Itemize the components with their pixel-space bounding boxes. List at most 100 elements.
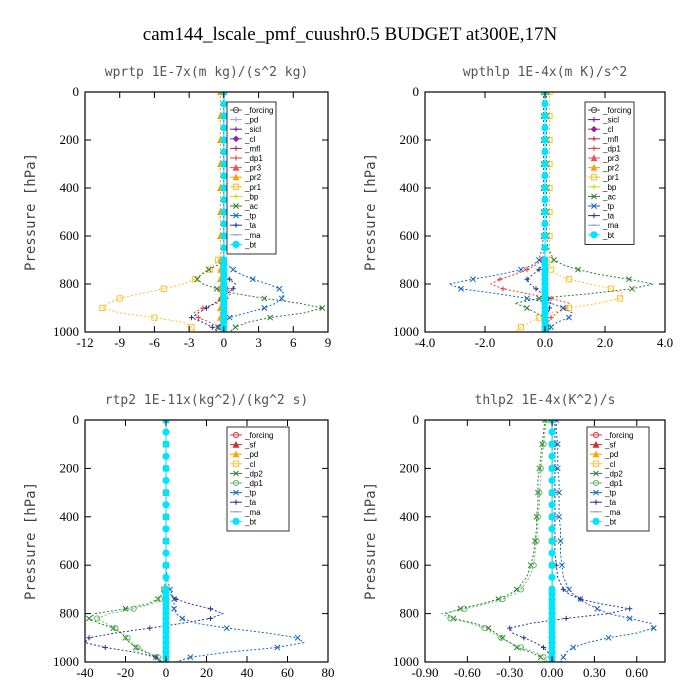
y-tick-label: 400 xyxy=(400,509,420,524)
legend-marker xyxy=(592,460,600,467)
data-point xyxy=(261,305,268,311)
legend-entry: _bt xyxy=(602,231,615,240)
legend-marker xyxy=(593,499,599,505)
data-point xyxy=(497,276,503,282)
data-point xyxy=(153,654,159,660)
x-tick-label: 0.00 xyxy=(541,665,564,680)
data-point xyxy=(541,160,549,168)
data-point xyxy=(548,549,556,557)
x-tick-label: 80 xyxy=(322,665,335,680)
legend-marker xyxy=(233,499,239,505)
x-tick-label: -0.90 xyxy=(411,665,438,680)
x-tick-label: 0 xyxy=(221,335,228,350)
y-tick-label: 0 xyxy=(413,84,420,99)
data-point xyxy=(616,295,624,302)
legend-entry: _ma xyxy=(602,221,619,230)
x-tick-label: -0.30 xyxy=(496,665,523,680)
data-point xyxy=(534,489,541,496)
data-point xyxy=(319,305,326,311)
legend-entry: _pr2 xyxy=(244,173,262,182)
data-point xyxy=(162,537,170,545)
y-tick-label: 600 xyxy=(60,557,80,572)
legend-entry: _pr1 xyxy=(244,183,262,192)
data-point xyxy=(162,549,170,557)
legend-marker xyxy=(233,193,239,199)
legend-marker xyxy=(590,231,598,239)
plot-frame xyxy=(84,91,329,333)
legend-entry: _ma xyxy=(244,508,261,517)
data-point xyxy=(276,285,283,292)
legend-marker xyxy=(593,470,599,477)
data-point xyxy=(162,489,170,497)
data-point xyxy=(607,285,615,292)
legend-marker xyxy=(233,117,239,123)
legend-marker xyxy=(232,479,240,487)
data-point xyxy=(577,596,583,602)
data-point xyxy=(122,634,129,641)
x-tick-label: 0.0 xyxy=(537,335,553,350)
data-point xyxy=(209,324,215,330)
legend-entry: _ma xyxy=(604,508,621,517)
data-point xyxy=(151,314,158,321)
data-point xyxy=(626,615,633,622)
data-point xyxy=(110,625,117,632)
data-point xyxy=(541,100,549,108)
series-line-dp1 xyxy=(489,92,570,332)
data-point xyxy=(99,304,106,312)
legend-entry: _bt xyxy=(244,240,257,249)
data-point xyxy=(530,562,537,569)
x-tick-label: 0.60 xyxy=(625,665,648,680)
y-tick-label: 800 xyxy=(400,276,420,291)
y-tick-label: 1000 xyxy=(53,654,79,669)
data-point xyxy=(195,315,201,321)
legend-entry: _pr2 xyxy=(602,164,620,173)
data-point xyxy=(557,538,564,544)
panel-title: wprtp 1E-7x(m kg)/(s^2 kg) xyxy=(105,65,309,80)
data-point xyxy=(461,605,468,612)
data-point xyxy=(187,654,194,661)
y-tick-label: 400 xyxy=(400,180,420,195)
data-point xyxy=(278,295,285,302)
y-tick-label: 400 xyxy=(60,180,80,195)
data-point xyxy=(162,525,170,533)
legend-entry: _tp xyxy=(244,489,257,498)
data-point xyxy=(215,324,222,331)
data-point xyxy=(570,644,577,651)
legend-marker xyxy=(233,145,239,151)
x-tick-label: 20 xyxy=(200,665,213,680)
data-point xyxy=(267,314,274,321)
data-point xyxy=(536,267,542,273)
data-point xyxy=(548,452,556,460)
legend-marker xyxy=(232,163,240,171)
data-point xyxy=(220,124,228,132)
data-point xyxy=(470,276,476,283)
data-point xyxy=(294,634,301,641)
legend-marker xyxy=(233,222,239,228)
data-point xyxy=(566,586,572,593)
series-line-pr1 xyxy=(514,92,624,332)
legend-entry: _ta xyxy=(244,221,257,230)
data-point xyxy=(206,266,214,273)
data-point xyxy=(220,184,228,192)
data-point xyxy=(500,286,506,292)
data-point xyxy=(162,464,170,472)
legend-entry: _forcing xyxy=(604,431,633,440)
y-tick-label: 200 xyxy=(60,132,80,147)
data-point xyxy=(447,615,454,622)
data-point xyxy=(539,441,546,448)
legend-marker xyxy=(592,517,600,526)
data-point xyxy=(102,644,108,651)
data-point xyxy=(533,513,540,520)
x-tick-label: 6 xyxy=(290,335,297,350)
legend-marker xyxy=(591,117,597,123)
legend-marker xyxy=(233,126,239,132)
legend-entry: _sicl xyxy=(244,125,261,134)
data-point xyxy=(558,562,565,569)
legend-marker xyxy=(591,193,597,200)
data-point xyxy=(521,635,527,641)
legend-entry: _sf xyxy=(244,441,256,450)
legend-box xyxy=(584,101,635,245)
y-tick-label: 200 xyxy=(60,460,80,475)
x-tick-label: 0.30 xyxy=(583,665,606,680)
data-point xyxy=(122,605,129,612)
